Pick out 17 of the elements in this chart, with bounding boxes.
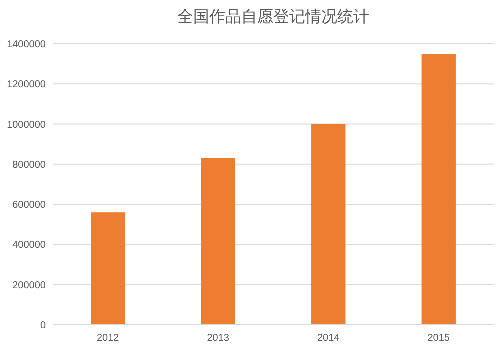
x-tick-label: 2013 [207,333,230,344]
y-tick-label: 1400000 [7,40,46,50]
y-tick-label: 200000 [12,280,46,292]
y-tick-label: 400000 [12,240,46,252]
y-tick-label: 1200000 [7,80,46,91]
bar [91,212,126,325]
y-tick-label: 600000 [12,200,46,212]
bar [312,124,346,325]
x-tick-label: 2015 [428,333,450,344]
y-tick-label: 0 [40,320,46,332]
chart-title: 全国作品自愿登记情况统计 [178,7,370,26]
y-tick-label: 1000000 [7,120,46,131]
x-tick-label: 2014 [318,333,340,344]
bar [422,54,456,325]
y-tick-label: 800000 [12,160,46,171]
x-tick-label: 2012 [97,333,120,344]
bar [201,158,236,325]
